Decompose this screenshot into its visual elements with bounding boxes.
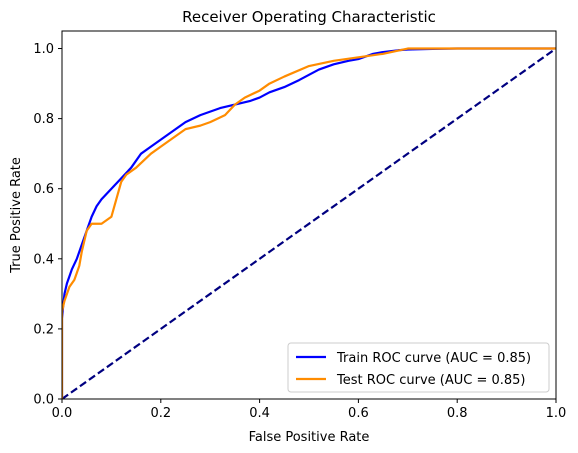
x-tick-label: 0.2 bbox=[150, 406, 171, 421]
chance-diagonal-line bbox=[62, 47, 556, 399]
legend-box bbox=[287, 342, 550, 393]
y-tick-label: 0.6 bbox=[33, 182, 54, 197]
x-tick-label: 0.8 bbox=[447, 406, 468, 421]
train-roc-curve bbox=[62, 47, 556, 399]
y-tick-label: 0.8 bbox=[33, 112, 54, 127]
legend: Train ROC curve (AUC = 0.85) Test ROC cu… bbox=[287, 342, 550, 393]
x-axis-label: False Positive Rate bbox=[249, 430, 370, 445]
y-tick-label: 0.4 bbox=[33, 252, 54, 267]
x-tick-label: 0.0 bbox=[52, 406, 73, 421]
test-roc-curve bbox=[62, 47, 556, 399]
x-tick-label: 0.6 bbox=[348, 406, 369, 421]
y-tick-label: 0.2 bbox=[33, 322, 54, 337]
chart-title: Receiver Operating Characteristic bbox=[182, 8, 436, 26]
legend-train-label: Train ROC curve (AUC = 0.85) bbox=[336, 351, 531, 366]
y-tick-label: 1.0 bbox=[33, 42, 54, 57]
y-axis-label: True Positive Rate bbox=[9, 157, 24, 274]
plot-frame bbox=[61, 30, 557, 400]
x-tick-label: 1.0 bbox=[546, 406, 567, 421]
legend-test-label: Test ROC curve (AUC = 0.85) bbox=[336, 373, 526, 388]
x-tick-label: 0.4 bbox=[249, 406, 270, 421]
y-tick-label: 0.0 bbox=[33, 393, 54, 408]
